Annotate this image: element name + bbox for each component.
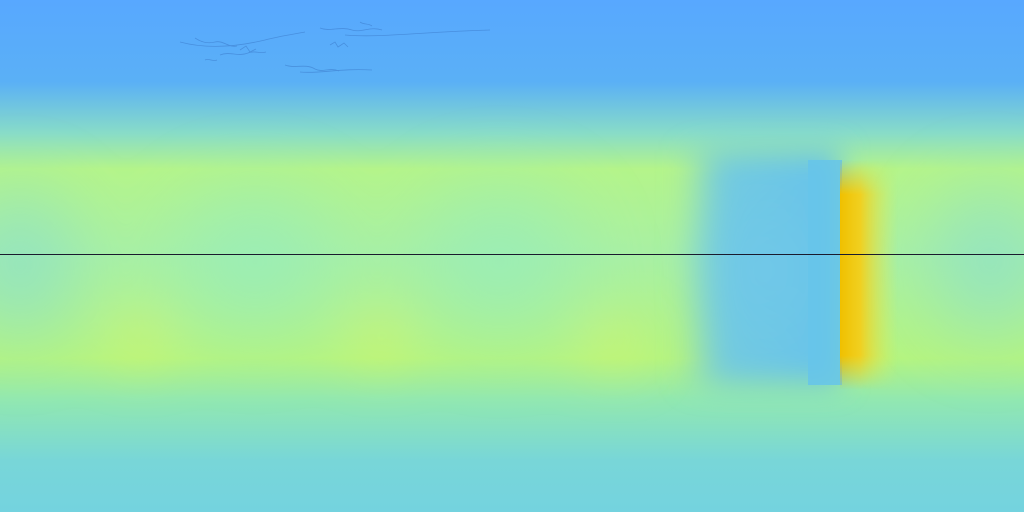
cool-rectangle-edge — [808, 160, 842, 385]
vertical-hot-strip — [840, 160, 898, 390]
horizon-line — [0, 254, 1024, 255]
faint-sketch-marks — [179, 21, 491, 73]
band-blobs — [0, 147, 1024, 377]
